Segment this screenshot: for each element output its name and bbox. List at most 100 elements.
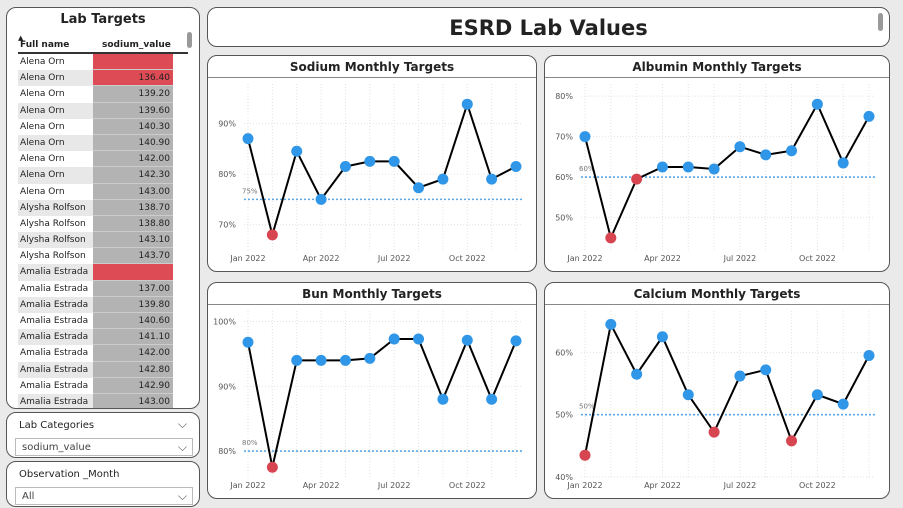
data-point[interactable] xyxy=(811,98,823,110)
table-row[interactable]: Alena Orn 140.30 xyxy=(18,118,178,135)
series-line xyxy=(247,100,517,239)
data-point[interactable] xyxy=(760,364,772,376)
sodium-value-cell: 139.60 xyxy=(93,102,173,119)
data-point[interactable] xyxy=(339,160,351,172)
table-row[interactable]: Amalia Estrada 143.00 xyxy=(18,393,178,408)
header-scrollbar[interactable] xyxy=(878,13,883,31)
data-point[interactable] xyxy=(242,133,254,145)
data-point[interactable] xyxy=(364,155,376,167)
data-point[interactable] xyxy=(837,157,849,169)
table-row[interactable]: Alena Orn 139.60 xyxy=(18,102,178,119)
data-point[interactable] xyxy=(605,318,617,330)
table-row[interactable]: Alena Orn 142.30 xyxy=(18,167,178,184)
data-point-below-target[interactable] xyxy=(266,229,278,241)
full-name-cell: Alysha Rolfson xyxy=(18,199,93,216)
data-point[interactable] xyxy=(510,335,522,347)
series-line xyxy=(584,101,870,241)
x-tick-label: Jul 2022 xyxy=(723,481,757,490)
full-name-cell: Amalia Estrada xyxy=(18,361,93,378)
data-point[interactable] xyxy=(734,141,746,153)
observation-month-slicer: Observation _Month All ⌵ xyxy=(6,461,200,507)
table-row[interactable]: Alena Orn 143.00 xyxy=(18,183,178,200)
table-row[interactable]: Amalia Estrada 141.10 xyxy=(18,329,178,346)
column-header-sodium-value[interactable]: sodium_value xyxy=(102,40,171,50)
data-point[interactable] xyxy=(760,149,772,161)
y-tick-label: 70% xyxy=(218,221,236,230)
table-row[interactable]: Amalia Estrada 139.80 xyxy=(18,296,178,313)
table-row[interactable]: Alena Orn 140.90 xyxy=(18,134,178,152)
sodium-value-cell: 143.00 xyxy=(93,183,173,200)
table-row[interactable]: Amalia Estrada 142.00 xyxy=(18,345,178,362)
data-point[interactable] xyxy=(437,393,449,405)
table-row[interactable]: Amalia Estrada 142.90 xyxy=(18,377,178,394)
table-row[interactable]: Alysha Rolfson 138.80 xyxy=(18,215,178,233)
table-row[interactable]: Alena Orn xyxy=(18,54,178,71)
data-point[interactable] xyxy=(656,331,668,343)
data-point[interactable] xyxy=(339,354,351,366)
table-row[interactable]: Alena Orn 139.20 xyxy=(18,86,178,103)
data-point[interactable] xyxy=(786,145,798,157)
full-name-cell: Alena Orn xyxy=(18,134,93,152)
data-point[interactable] xyxy=(811,389,823,401)
full-name-cell: Amalia Estrada xyxy=(18,264,93,281)
target-label: 50% xyxy=(579,403,595,411)
table-row[interactable]: Alysha Rolfson 143.70 xyxy=(18,248,178,265)
data-point-below-target[interactable] xyxy=(605,232,617,244)
data-point-below-target[interactable] xyxy=(579,449,591,461)
lab-categories-dropdown[interactable]: sodium_value ⌵ xyxy=(15,438,193,456)
table-row[interactable]: Alena Orn 136.40 xyxy=(18,70,178,87)
table-row[interactable]: Alysha Rolfson 143.10 xyxy=(18,232,178,249)
table-row[interactable]: Amalia Estrada 140.60 xyxy=(18,313,178,330)
table-row[interactable]: Alysha Rolfson 138.70 xyxy=(18,199,178,216)
x-tick-label: Jan 2022 xyxy=(229,481,265,490)
data-point[interactable] xyxy=(863,110,875,122)
data-point[interactable] xyxy=(364,352,376,364)
data-point[interactable] xyxy=(315,193,327,205)
data-point[interactable] xyxy=(388,155,400,167)
data-point[interactable] xyxy=(388,333,400,345)
data-point[interactable] xyxy=(413,182,425,194)
data-point[interactable] xyxy=(837,398,849,410)
data-point[interactable] xyxy=(863,350,875,361)
data-point[interactable] xyxy=(291,145,303,157)
table-row[interactable]: Amalia Estrada xyxy=(18,264,178,281)
data-point[interactable] xyxy=(461,334,473,346)
data-point[interactable] xyxy=(656,161,668,173)
data-point[interactable] xyxy=(461,98,473,110)
data-point[interactable] xyxy=(486,173,498,185)
y-tick-label: 60% xyxy=(555,348,573,357)
data-point[interactable] xyxy=(708,163,720,175)
data-point-below-target[interactable] xyxy=(266,461,278,473)
bun-chart-plot: 80% 90% 100% Jan 2022 Apr 2022 Jul 2022 Oct 20… xyxy=(213,311,522,490)
data-point[interactable] xyxy=(486,393,498,405)
table-scrollbar[interactable] xyxy=(187,32,192,48)
table-row[interactable]: Amalia Estrada 142.80 xyxy=(18,361,178,378)
data-point[interactable] xyxy=(510,160,522,172)
page-title: ESRD Lab Values xyxy=(449,16,648,40)
y-tick-label: 80% xyxy=(218,170,236,179)
dropdown-value: All xyxy=(22,491,35,502)
data-point[interactable] xyxy=(734,370,746,382)
data-point[interactable] xyxy=(413,333,425,345)
full-name-cell: Alena Orn xyxy=(20,154,65,165)
data-point[interactable] xyxy=(315,354,327,366)
x-tick-label: Oct 2022 xyxy=(799,481,836,490)
data-point[interactable] xyxy=(291,354,303,366)
data-point[interactable] xyxy=(682,161,694,173)
table-row[interactable]: Alena Orn 142.00 xyxy=(18,151,178,168)
data-point-below-target[interactable] xyxy=(708,426,720,438)
sort-caret-icon[interactable]: ▲ xyxy=(18,34,24,42)
y-tick-label: 100% xyxy=(213,317,236,326)
column-header-full-name[interactable]: Full name xyxy=(20,40,70,50)
full-name-cell: Alena Orn xyxy=(18,70,93,87)
data-point[interactable] xyxy=(242,336,254,348)
table-row[interactable]: Amalia Estrada 137.00 xyxy=(18,280,178,297)
chevron-down-icon[interactable]: ⌵ xyxy=(177,417,187,431)
data-point[interactable] xyxy=(631,368,643,380)
data-point[interactable] xyxy=(682,389,694,401)
observation-month-dropdown[interactable]: All ⌵ xyxy=(15,487,193,505)
data-point[interactable] xyxy=(579,131,591,143)
data-point[interactable] xyxy=(437,173,449,185)
data-point-below-target[interactable] xyxy=(631,173,643,185)
data-point-below-target[interactable] xyxy=(786,435,798,447)
